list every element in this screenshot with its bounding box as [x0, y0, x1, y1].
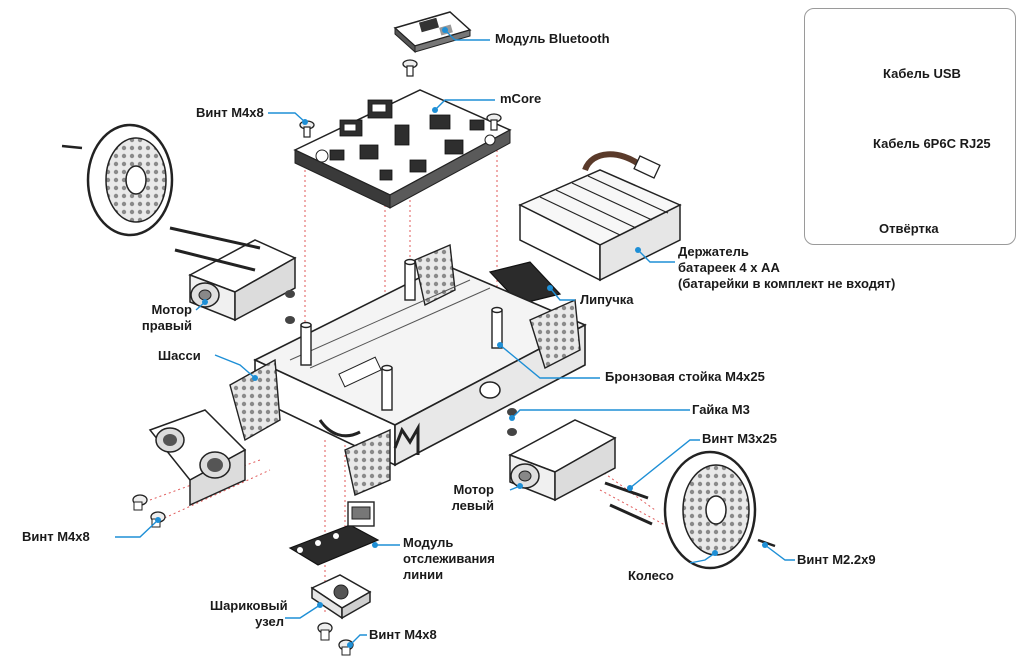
label-mcore: mCore [500, 91, 542, 106]
screws-m3x25-illustration [604, 481, 653, 526]
label-screw-m4x8-left: Винт М4х8 [22, 529, 90, 544]
label-nut-m3: Гайка М3 [692, 402, 750, 417]
label-velcro: Липучка [580, 292, 634, 307]
label-bluetooth-module: Модуль Bluetooth [495, 31, 610, 46]
label-wheel: Колесо [628, 568, 674, 583]
label-battery-holder-line1: Держатель [678, 244, 749, 259]
label-screw-m2-2x9: Винт М2.2х9 [797, 552, 876, 567]
label-screw-m3x25: Винт М3х25 [702, 431, 777, 446]
label-screwdriver: Отвёртка [879, 221, 939, 236]
label-motor-left: Мотор левый [438, 482, 494, 514]
label-ball-caster-line2: узел [255, 614, 284, 629]
label-usb-cable: Кабель USB [883, 66, 961, 81]
screw-m4x8-top-illustration [299, 113, 502, 138]
wheel-right-illustration [663, 450, 776, 570]
wheel-left-illustration [61, 123, 174, 237]
label-motor-right: Мотор правый [140, 302, 192, 334]
motor-left-illustration [507, 408, 617, 502]
bluetooth-module-illustration [393, 11, 472, 54]
label-motor-right-line2: правый [141, 318, 192, 333]
label-battery-holder-line2: батареек 4 х АА [678, 260, 780, 275]
label-rj25-cable: Кабель 6P6C RJ25 [873, 136, 991, 151]
label-motor-right-line1: Мотор [151, 302, 192, 317]
battery-holder-illustration [518, 151, 682, 282]
label-line-module-line3: линии [403, 567, 444, 582]
chassis-illustration [229, 243, 587, 496]
screws-m4x8-bottom-illustration [317, 622, 354, 656]
label-battery-holder-line3: (батарейки в комплект не входят) [678, 276, 896, 291]
label-chassis: Шасси [158, 348, 201, 363]
mcore-board-illustration [293, 89, 512, 209]
motor-right-illustration [169, 226, 297, 324]
callout-dots [155, 27, 768, 648]
screw-small-illustration [402, 59, 418, 77]
label-line-module-line2: отслеживания [403, 551, 495, 566]
screws-m4x8-left-illustration [132, 494, 166, 528]
label-standoff: Бронзовая стойка М4х25 [605, 369, 765, 384]
label-ball-caster-line1: Шариковый [210, 598, 288, 613]
label-line-module: Модуль отслеживания линии [403, 535, 495, 583]
label-motor-left-line2: левый [451, 498, 494, 513]
ball-caster-illustration [310, 574, 372, 620]
label-motor-left-line1: Мотор [453, 482, 494, 497]
label-screw-m4x8-bottom: Винт М4х8 [369, 627, 437, 642]
label-battery-holder: Держатель батареек 4 х АА (батарейки в к… [678, 244, 895, 292]
standoffs-illustration [300, 258, 503, 411]
ultrasonic-sensor-illustration [148, 409, 247, 507]
label-screw-m4x8-top: Винт М4х8 [196, 105, 264, 120]
label-ball-caster: Шариковый узел [210, 598, 288, 630]
label-line-module-line1: Модуль [403, 535, 454, 550]
accessories-box [804, 8, 1016, 245]
line-follower-illustration [288, 501, 380, 566]
